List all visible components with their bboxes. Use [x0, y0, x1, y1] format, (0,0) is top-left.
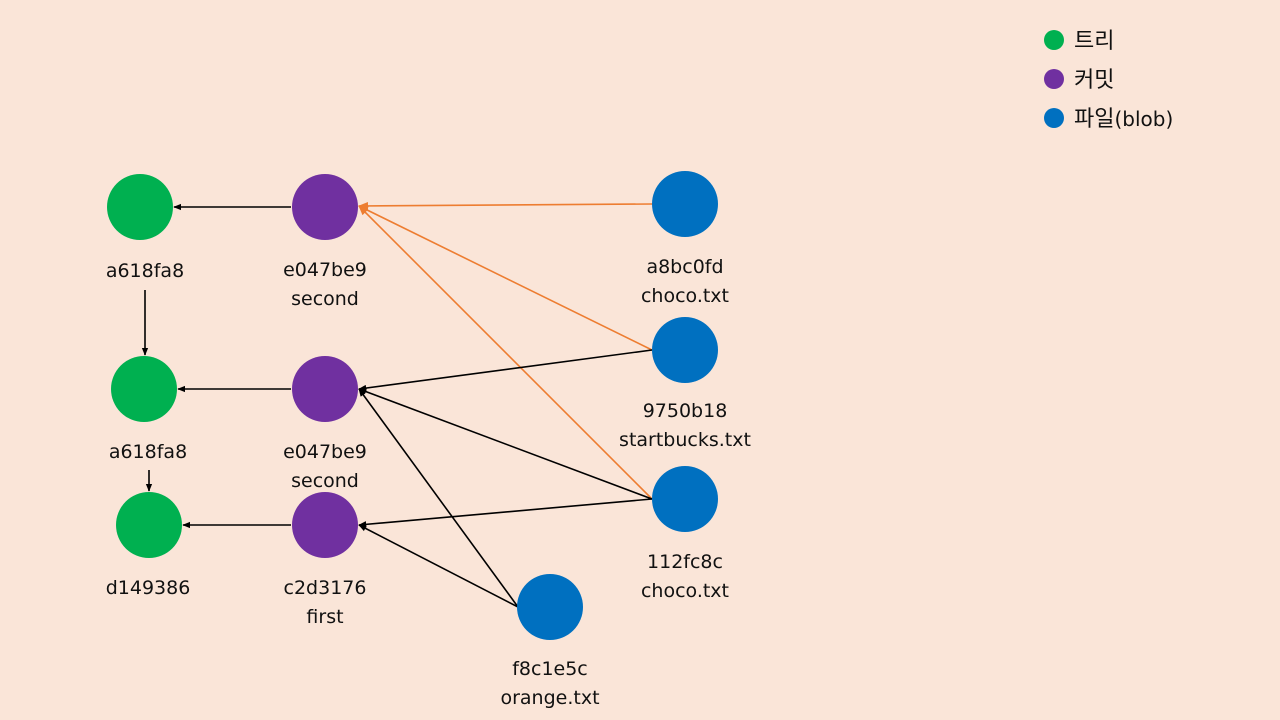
commit-node-commit2: e047be9 second [283, 356, 367, 492]
node-name-label: second [291, 288, 359, 310]
blob-node-blob3: 112fc8c choco.txt [641, 466, 729, 602]
edge-blob2-to-commit2 [358, 349, 653, 392]
legend-item-tree: 트리 [1044, 29, 1114, 54]
node-hash-label: a8bc0fd [646, 256, 723, 278]
node-hash-label: 112fc8c [647, 551, 723, 573]
node-name-label: first [306, 606, 343, 628]
legend-label-commit: 커밋 [1074, 68, 1114, 93]
commit-node-commit3: c2d3176 first [284, 492, 367, 628]
legend-item-commit: 커밋 [1044, 68, 1114, 93]
blob-legend-dot [1044, 108, 1064, 128]
node-hash-label: a618fa8 [106, 260, 184, 282]
tree-circle [116, 492, 182, 558]
legend-label-blob: 파일(blob) [1074, 107, 1173, 132]
tree-node-tree3: d149386 [106, 492, 191, 599]
commit-circle [292, 174, 358, 240]
blob-circle [517, 574, 583, 640]
nodes: a618fa8 e047be9 second a8bc0fd choco.txt a618… [106, 171, 751, 709]
blob-circle [652, 317, 718, 383]
node-hash-label: e047be9 [283, 259, 367, 281]
node-name-label: choco.txt [641, 580, 729, 602]
tree-node-tree2: a618fa8 [109, 356, 187, 463]
blob-circle [652, 466, 718, 532]
node-name-label: choco.txt [641, 285, 729, 307]
legend-item-blob: 파일(blob) [1044, 107, 1173, 132]
legend-label-blob-main: 파일 [1074, 107, 1114, 132]
edges [141, 201, 653, 608]
tree-circle [107, 174, 173, 240]
edge-blob4-to-commit3 [358, 524, 519, 608]
commit-legend-dot [1044, 69, 1064, 89]
legend-label-blob-suffix: (blob) [1114, 107, 1173, 131]
commit-node-commit1: e047be9 second [283, 174, 367, 310]
commit-circle [292, 356, 358, 422]
edge-blob3-to-commit2 [358, 388, 653, 500]
node-hash-label: c2d3176 [284, 577, 367, 599]
edge-blob3-to-commit3 [358, 498, 653, 528]
blob-node-blob2: 9750b18 startbucks.txt [619, 317, 751, 451]
node-name-label: second [291, 470, 359, 492]
blob-circle [652, 171, 718, 237]
node-name-label: startbucks.txt [619, 429, 751, 451]
edge-blob3-to-commit1 [358, 205, 653, 500]
node-hash-label: a618fa8 [109, 441, 187, 463]
legend: 트리 커밋 파일(blob) [1044, 29, 1173, 132]
node-name-label: orange.txt [500, 687, 599, 709]
tree-circle [111, 356, 177, 422]
legend-label-tree: 트리 [1074, 29, 1114, 54]
edge-blob2-to-commit1 [358, 205, 653, 351]
blob-node-blob4: f8c1e5c orange.txt [500, 574, 600, 709]
tree-legend-dot [1044, 30, 1064, 50]
node-hash-label: 9750b18 [643, 400, 728, 422]
tree-node-tree1: a618fa8 [106, 174, 184, 282]
edge-blob4-to-commit2 [358, 388, 519, 608]
edge-blob1-to-commit1 [358, 201, 653, 210]
commit-circle [292, 492, 358, 558]
node-hash-label: d149386 [106, 577, 191, 599]
node-hash-label: e047be9 [283, 441, 367, 463]
blob-node-blob1: a8bc0fd choco.txt [641, 171, 729, 307]
node-hash-label: f8c1e5c [512, 658, 588, 680]
